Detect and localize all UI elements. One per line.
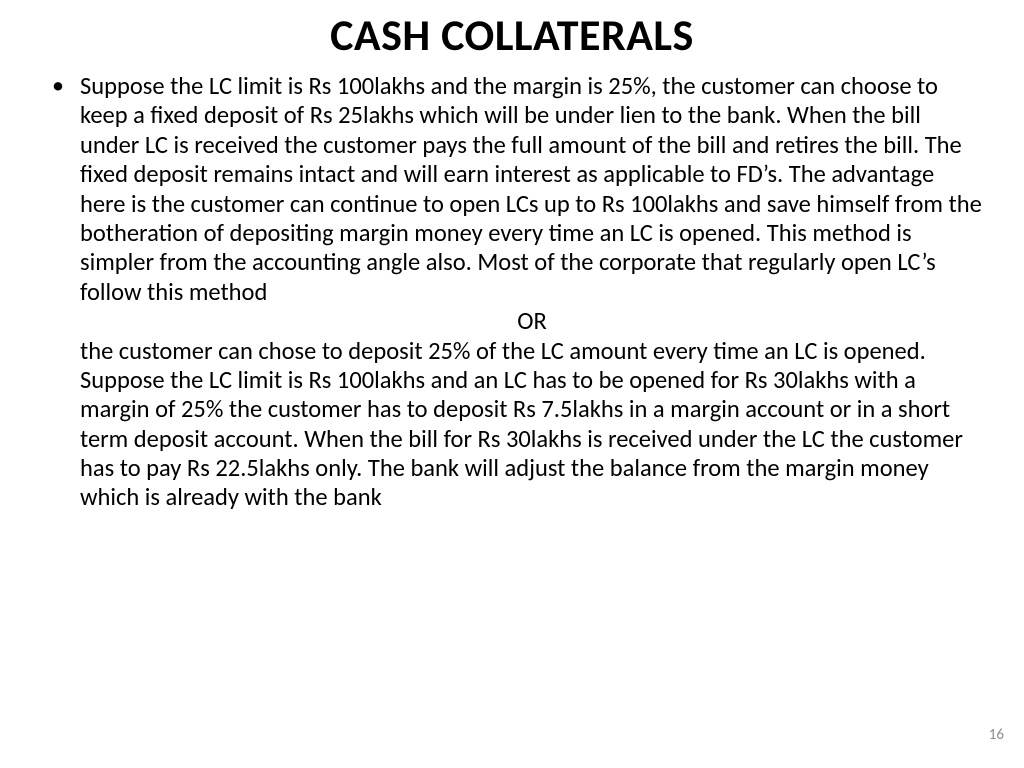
slide-body: Suppose the LC limit is Rs 100lakhs and …	[40, 72, 984, 513]
continuation-paragraph: the customer can chose to deposit 25% of…	[40, 337, 984, 513]
or-separator: OR	[40, 307, 984, 336]
page-number: 16	[989, 726, 1004, 744]
bullet-text: Suppose the LC limit is Rs 100lakhs and …	[80, 71, 982, 307]
slide-title: CASH COLLATERALS	[40, 8, 984, 62]
bullet-list: Suppose the LC limit is Rs 100lakhs and …	[40, 72, 984, 307]
slide: CASH COLLATERALS Suppose the LC limit is…	[0, 0, 1024, 768]
bullet-item: Suppose the LC limit is Rs 100lakhs and …	[40, 72, 984, 307]
